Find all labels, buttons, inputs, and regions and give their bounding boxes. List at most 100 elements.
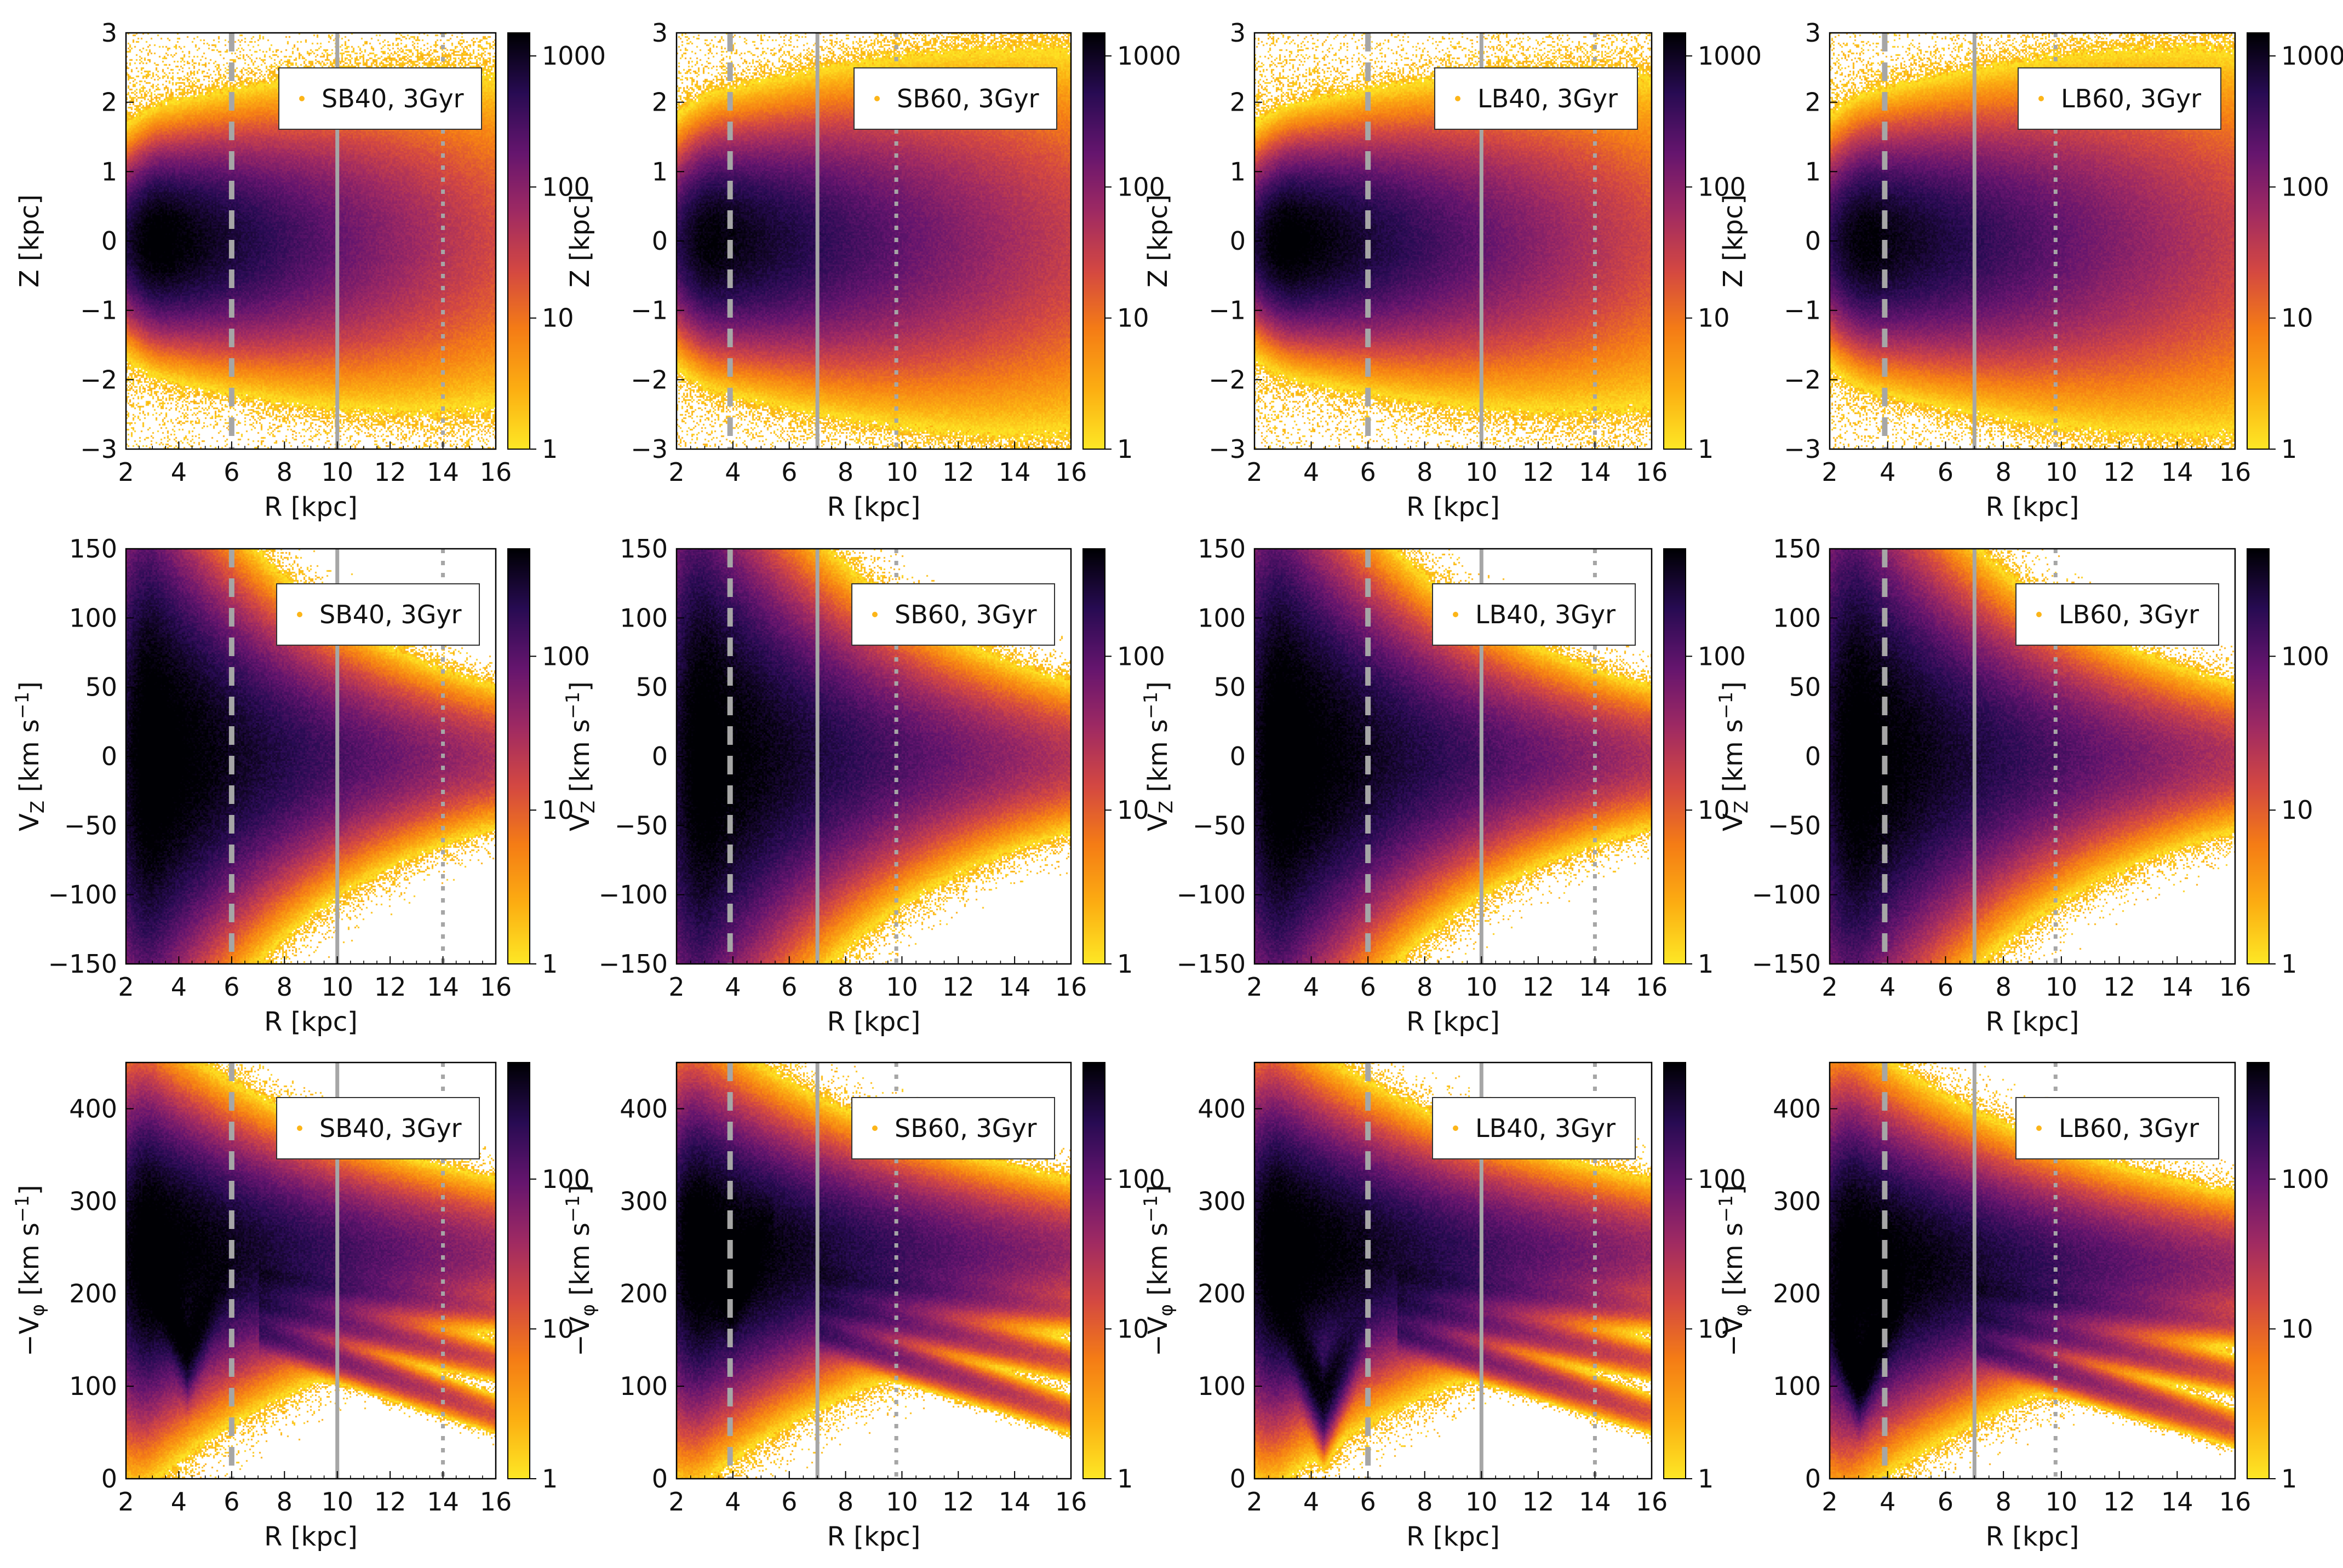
legend-box <box>1432 1097 1636 1159</box>
y-axis-label-exp: −1 <box>1715 1195 1737 1222</box>
x-axis-label: R [kpc] <box>1986 492 2080 522</box>
x-tick-label: 6 <box>1360 972 1376 1002</box>
legend-label: SB40, 3Gyr <box>319 1113 462 1143</box>
x-tick-label: 12 <box>374 457 406 487</box>
legend-marker <box>1453 612 1458 617</box>
y-axis-label-exp: −1 <box>1140 1195 1162 1222</box>
x-tick-label: 2 <box>668 972 684 1002</box>
y-axis-label-sub: Z <box>1155 801 1177 813</box>
y-tick-label: 2 <box>101 88 117 117</box>
y-tick-label: 0 <box>1230 1464 1246 1494</box>
x-tick-label: 2 <box>668 457 684 487</box>
x-tick-label: 14 <box>999 457 1031 487</box>
y-axis-label-sub: φ <box>1731 1304 1752 1316</box>
x-tick-label: 14 <box>1579 972 1611 1002</box>
colorbar-tick-label: 10 <box>542 1314 574 1343</box>
legend-box <box>851 583 1055 646</box>
x-tick-label: 10 <box>886 457 918 487</box>
x-tick-label: 8 <box>1996 1487 2012 1517</box>
legend-box <box>278 67 482 130</box>
x-tick-label: 6 <box>1360 457 1376 487</box>
colorbar-tick-label: 1 <box>542 434 558 464</box>
y-axis-label-close: ] <box>1143 1185 1173 1195</box>
y-axis-label-sub: φ <box>1155 1304 1177 1316</box>
x-tick-label: 4 <box>171 457 187 487</box>
y-tick-label: 3 <box>1230 18 1246 48</box>
colorbar-tick-label: 1000 <box>542 41 606 71</box>
colorbar-tick-label: 10 <box>1117 795 1149 825</box>
y-tick-label: −100 <box>599 880 668 910</box>
colorbar <box>1664 549 1686 964</box>
x-tick-label: 2 <box>1821 1487 1837 1517</box>
colorbar <box>1083 1062 1105 1479</box>
legend-marker <box>872 612 878 617</box>
legend-box <box>2015 1097 2219 1159</box>
y-tick-label: 0 <box>1805 742 1821 771</box>
y-tick-label: 300 <box>1198 1186 1246 1216</box>
colorbar-tick-label: 1000 <box>1698 41 1762 71</box>
x-tick-label: 10 <box>1465 972 1498 1002</box>
y-tick-label: 0 <box>652 226 668 256</box>
colorbar-tick-label: 10 <box>542 303 574 333</box>
y-tick-label: 150 <box>620 534 668 564</box>
y-tick-label: 3 <box>1805 18 1821 48</box>
x-tick-label: 2 <box>1246 972 1262 1002</box>
y-tick-label: 1 <box>1805 157 1821 186</box>
x-tick-label: 8 <box>838 1487 853 1517</box>
y-tick-label: −3 <box>1784 434 1821 464</box>
y-tick-label: −1 <box>1208 296 1246 325</box>
y-tick-label: 100 <box>69 1371 117 1401</box>
x-tick-label: 16 <box>1636 972 1668 1002</box>
y-tick-label: 300 <box>1773 1186 1821 1216</box>
x-tick-label: 16 <box>1636 457 1668 487</box>
y-tick-label: 1 <box>652 157 668 186</box>
y-tick-label: −100 <box>48 880 117 910</box>
y-tick-label: 150 <box>69 534 117 564</box>
legend-box <box>276 1097 480 1159</box>
x-tick-label: 14 <box>2161 1487 2193 1517</box>
legend-marker <box>297 612 302 617</box>
x-axis-label: R [kpc] <box>1986 1007 2080 1037</box>
y-axis-label: −Vφ [km s−1] <box>1715 1185 1752 1356</box>
y-tick-label: −50 <box>64 811 117 840</box>
legend-label: SB60, 3Gyr <box>895 600 1037 629</box>
colorbar-tick-label: 1 <box>2281 434 2297 464</box>
x-tick-label: 16 <box>480 1487 512 1517</box>
colorbar-tick-label: 1 <box>542 949 558 979</box>
legend-label: SB60, 3Gyr <box>897 84 1039 113</box>
legend-label: LB40, 3Gyr <box>1477 84 1618 113</box>
colorbar-tick-label: 100 <box>2281 172 2329 202</box>
x-tick-label: 8 <box>277 1487 293 1517</box>
y-tick-label: 0 <box>1805 226 1821 256</box>
colorbar-frame <box>2247 1062 2270 1479</box>
colorbar-tick-label: 1 <box>1698 949 1714 979</box>
colorbar-tick-label: 10 <box>1698 795 1730 825</box>
colorbar-frame <box>2247 32 2270 450</box>
y-tick-label: 0 <box>1230 226 1246 256</box>
y-tick-label: −100 <box>1752 880 1821 910</box>
colorbar-tick-label: 1 <box>1117 1464 1133 1494</box>
colorbar <box>2247 549 2269 964</box>
x-tick-label: 4 <box>725 972 741 1002</box>
legend-box <box>851 1097 1055 1159</box>
legend-label: LB40, 3Gyr <box>1475 600 1616 629</box>
colorbar-tick-label: 100 <box>1117 1164 1165 1194</box>
colorbar-tick-label: 100 <box>2281 1164 2329 1194</box>
y-axis-label-close: ] <box>565 1185 595 1195</box>
colorbar-frame <box>1663 548 1686 964</box>
x-tick-label: 4 <box>1303 972 1319 1002</box>
y-axis-label-exp: −1 <box>1715 692 1737 719</box>
x-tick-label: 2 <box>1821 972 1837 1002</box>
x-tick-label: 16 <box>2219 972 2252 1002</box>
x-tick-label: 12 <box>942 1487 975 1517</box>
colorbar <box>2247 1062 2269 1479</box>
y-axis-label-sub: Z <box>27 801 49 813</box>
x-tick-label: 12 <box>1522 972 1555 1002</box>
x-tick-label: 14 <box>427 1487 459 1517</box>
y-tick-label: 2 <box>1230 88 1246 117</box>
colorbar-frame <box>1663 32 1686 450</box>
x-tick-label: 4 <box>725 457 741 487</box>
x-tick-label: 6 <box>1938 457 1954 487</box>
